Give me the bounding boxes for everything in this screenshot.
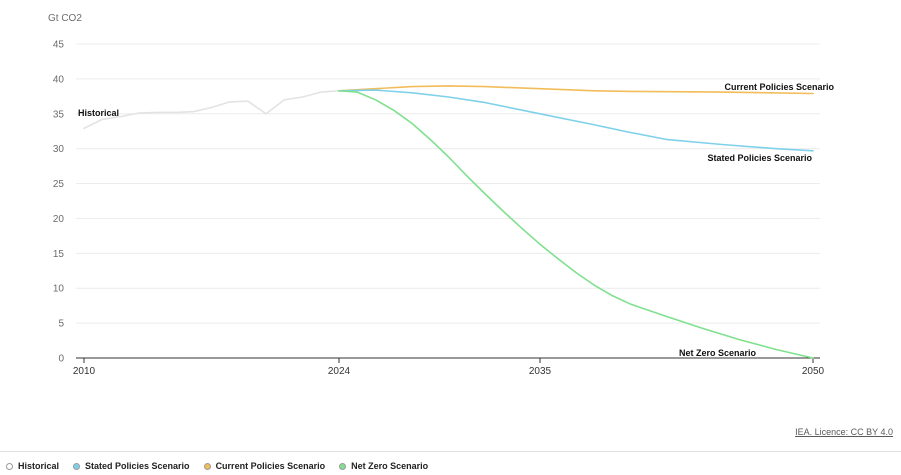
x-tick-label: 2010 — [73, 366, 96, 377]
series-line-net-zero-scenario — [338, 90, 814, 359]
x-tick-label: 2035 — [529, 366, 552, 377]
x-tick-label: 2050 — [802, 366, 825, 377]
legend-item-stated-policies[interactable]: Stated Policies Scenario — [73, 461, 190, 471]
licence-link[interactable]: IEA. Licence: CC BY 4.0 — [795, 427, 893, 437]
annotation-stated: Stated Policies Scenario — [707, 153, 812, 163]
y-tick-label: 30 — [53, 144, 65, 155]
series-line-historical — [83, 90, 340, 130]
legend-swatch-stated-policies — [73, 462, 81, 470]
legend-item-historical[interactable]: Historical — [6, 461, 59, 471]
y-tick-label: 5 — [58, 319, 64, 330]
y-tick-label: 25 — [53, 179, 65, 190]
y-axis-ticks: 0 5 10 15 20 25 30 35 40 45 — [53, 40, 65, 365]
annotation-current: Current Policies Scenario — [724, 82, 834, 92]
y-tick-label: 45 — [53, 40, 65, 51]
y-tick-label: 35 — [53, 109, 65, 120]
y-tick-label: 0 — [58, 354, 64, 365]
y-axis-unit-label: Gt CO2 — [48, 13, 82, 24]
series-annotations: Historical Current Policies Scenario State… — [78, 82, 834, 358]
x-axis: 2010 2024 2035 2050 — [73, 357, 825, 377]
series-line-stated-policies-scenario — [338, 89, 814, 152]
gridlines — [76, 43, 820, 324]
y-tick-label: 15 — [53, 249, 65, 260]
legend-item-current-policies[interactable]: Current Policies Scenario — [203, 461, 326, 471]
y-tick-label: 40 — [53, 74, 65, 85]
series-lines — [83, 85, 814, 359]
legend-label: Current Policies Scenario — [215, 461, 326, 471]
x-tick-label: 2024 — [328, 366, 351, 377]
legend-swatch-net-zero — [339, 462, 347, 470]
y-tick-label: 20 — [53, 214, 65, 225]
y-tick-label: 10 — [53, 284, 65, 295]
series-line-current-policies-scenario — [338, 85, 814, 95]
annotation-netzero: Net Zero Scenario — [679, 348, 757, 358]
legend-swatch-current-policies — [203, 462, 211, 470]
legend-swatch-historical — [6, 462, 13, 470]
legend-item-net-zero[interactable]: Net Zero Scenario — [339, 461, 428, 471]
annotation-historical: Historical — [78, 108, 119, 118]
legend-label: Net Zero Scenario — [351, 461, 429, 471]
legend: Historical Stated Policies Scenario Curr… — [6, 461, 428, 471]
legend-label: Stated Policies Scenario — [85, 461, 190, 471]
legend-label: Historical — [18, 461, 60, 471]
legend-divider — [0, 451, 901, 452]
